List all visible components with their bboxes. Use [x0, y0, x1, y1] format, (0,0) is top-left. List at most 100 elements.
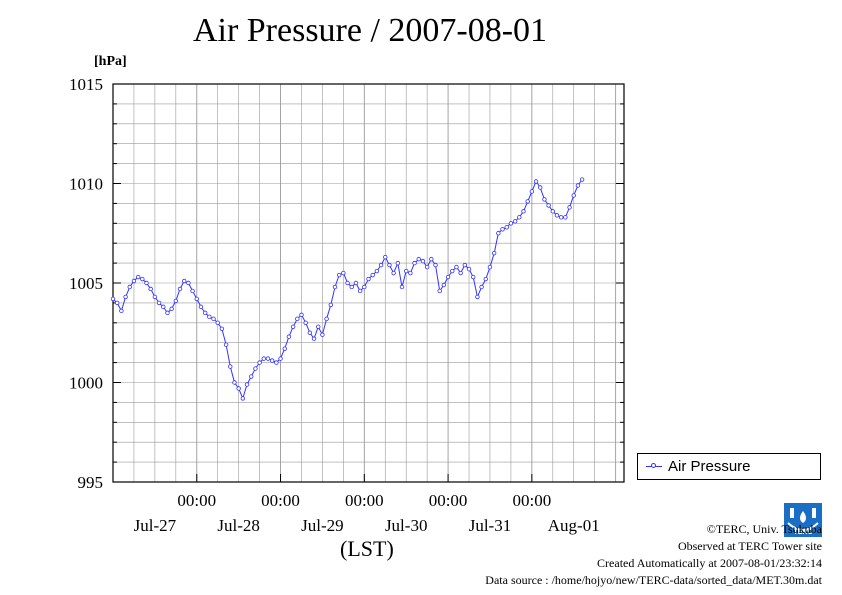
- data-point: [479, 284, 484, 290]
- x-date-label: Jul-31: [469, 516, 512, 535]
- y-tick-label: 1015: [69, 75, 103, 94]
- data-point: [491, 250, 497, 256]
- data-point: [336, 272, 342, 278]
- data-point: [483, 276, 488, 282]
- data-point: [521, 209, 526, 214]
- terc-logo-icon: TERC: [784, 503, 822, 537]
- data-point: [173, 298, 179, 304]
- data-point: [357, 288, 363, 294]
- data-point: [161, 304, 166, 310]
- legend: Air Pressure: [637, 453, 821, 480]
- data-point: [311, 336, 317, 341]
- data-point: [349, 284, 354, 290]
- data-point: [462, 262, 468, 268]
- footer-copyright: ©TERC, Univ. Tsukuba: [706, 522, 822, 536]
- data-point: [169, 306, 174, 312]
- data-point: [500, 227, 505, 232]
- data-point: [244, 382, 250, 387]
- data-point: [546, 203, 551, 208]
- data-point: [466, 266, 472, 272]
- data-point: [416, 256, 421, 262]
- data-point: [458, 270, 463, 276]
- data-point: [316, 324, 321, 329]
- data-point: [140, 276, 145, 282]
- footer-observed: Observed at TERC Tower site: [677, 539, 822, 553]
- data-point: [274, 360, 279, 365]
- data-point: [182, 278, 187, 284]
- data-point: [504, 225, 509, 230]
- y-tick-label: 1010: [69, 175, 103, 194]
- series-line: [112, 179, 583, 400]
- data-point: [475, 294, 480, 300]
- data-point: [424, 264, 430, 270]
- svg-text:TERC: TERC: [793, 529, 812, 536]
- data-point: [110, 296, 116, 302]
- data-point: [554, 213, 560, 218]
- data-point: [190, 288, 195, 294]
- data-point: [286, 334, 292, 339]
- footer-created: Created Automatically at 2007-08-01/23:3…: [597, 556, 822, 570]
- data-point: [253, 366, 258, 371]
- data-point: [265, 356, 271, 361]
- data-point: [194, 296, 199, 302]
- data-point: [236, 386, 241, 391]
- y-tick-label: 1005: [69, 274, 103, 293]
- data-point: [567, 205, 572, 210]
- data-point: [177, 286, 183, 292]
- data-point: [269, 358, 275, 363]
- data-point: [454, 264, 459, 270]
- data-point: [433, 262, 438, 268]
- data-point: [307, 330, 313, 335]
- data-point: [114, 300, 120, 306]
- data-point: [571, 193, 576, 198]
- data-point: [529, 189, 535, 194]
- data-point: [328, 302, 334, 308]
- data-point: [563, 215, 568, 220]
- data-point: [512, 219, 518, 224]
- x-tick-time-label: 00:00: [177, 491, 216, 510]
- data-point: [186, 280, 191, 286]
- data-point: [341, 270, 346, 276]
- data-point: [429, 256, 434, 262]
- x-date-label: Jul-28: [217, 516, 260, 535]
- data-point: [123, 294, 128, 300]
- data-point: [127, 284, 132, 290]
- y-tick-label: 1000: [69, 374, 103, 393]
- legend-label: Air Pressure: [668, 458, 751, 475]
- data-point: [542, 197, 547, 202]
- data-point: [324, 316, 329, 322]
- data-point: [471, 274, 476, 280]
- data-point: [303, 320, 308, 325]
- footer-data-source: Data source : /home/hojyo/new/TERC-data/…: [485, 573, 822, 587]
- data-point: [148, 286, 153, 292]
- data-point: [408, 270, 413, 276]
- data-point: [579, 177, 585, 182]
- data-point: [538, 185, 543, 190]
- x-tick-time-label: 00:00: [261, 491, 300, 510]
- data-point: [391, 270, 396, 276]
- data-point: [487, 264, 493, 270]
- data-point: [575, 183, 581, 188]
- data-point: [558, 215, 564, 220]
- data-point: [282, 346, 287, 351]
- x-tick-time-label: 00:00: [429, 491, 468, 510]
- data-point: [383, 254, 388, 260]
- data-point: [496, 231, 501, 236]
- data-point: [320, 332, 325, 337]
- data-point: [135, 274, 141, 280]
- data-point: [441, 282, 447, 288]
- data-point: [202, 310, 208, 316]
- y-axis-unit-label: [hPa]: [94, 54, 127, 69]
- data-point: [517, 215, 522, 220]
- data-point: [299, 312, 304, 318]
- data-point: [366, 276, 371, 282]
- data-point: [219, 326, 225, 331]
- data-point: [370, 272, 375, 278]
- data-point: [165, 310, 170, 316]
- data-point: [156, 300, 162, 306]
- data-point: [387, 262, 392, 268]
- x-date-label: Jul-29: [301, 516, 344, 535]
- data-point: [211, 316, 216, 322]
- data-point: [249, 374, 254, 379]
